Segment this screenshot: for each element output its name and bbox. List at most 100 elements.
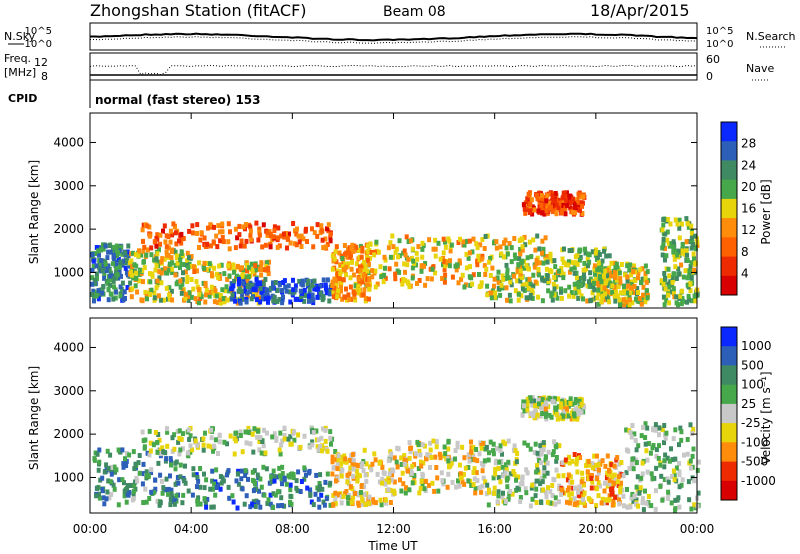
heatmap-cell <box>179 236 184 242</box>
heatmap-cell <box>448 463 453 469</box>
heatmap-cell <box>557 443 562 449</box>
heatmap-cell <box>265 260 270 266</box>
heatmap-cell <box>226 221 231 227</box>
heatmap-cell <box>350 259 354 265</box>
heatmap-cell <box>257 266 262 272</box>
x-tick-label: 12:00 <box>376 522 411 536</box>
heatmap-cell <box>634 484 639 490</box>
heatmap-cell <box>130 286 135 292</box>
heatmap-cell <box>534 486 539 492</box>
colorbar-tick-label: 500 <box>741 358 764 372</box>
heatmap-cell <box>691 242 696 247</box>
heatmap-cell <box>645 295 650 301</box>
heatmap-cell <box>462 284 467 290</box>
cpid-label: CPID <box>8 92 37 105</box>
heatmap-cell <box>203 299 208 305</box>
heatmap-cell <box>287 289 292 295</box>
heatmap-cell <box>563 262 568 268</box>
heatmap-cell <box>586 458 591 464</box>
heatmap-cell <box>593 250 598 256</box>
heatmap-cell <box>298 489 303 494</box>
heatmap-cell <box>257 229 262 235</box>
heatmap-cell <box>216 451 220 456</box>
heatmap-cell <box>318 283 323 289</box>
heatmap-cell <box>367 261 371 267</box>
heatmap-cell <box>143 486 148 492</box>
heatmap-cell <box>262 286 267 292</box>
heatmap-cell <box>102 469 107 475</box>
heatmap-cell <box>603 297 608 303</box>
heatmap-cell <box>577 398 582 404</box>
heatmap-cell <box>219 262 224 268</box>
heatmap-cell <box>283 284 288 290</box>
heatmap-cell <box>297 239 302 245</box>
heatmap-cell <box>196 478 201 484</box>
heatmap-cell <box>180 500 185 506</box>
heatmap-cell <box>252 271 257 277</box>
heatmap-cell <box>188 433 193 439</box>
heatmap-cell <box>571 416 576 422</box>
heatmap-cell <box>613 494 618 500</box>
heatmap-cell <box>542 473 547 479</box>
heatmap-cell <box>686 239 691 244</box>
heatmap-cell <box>478 440 483 446</box>
heatmap-cell <box>611 498 616 504</box>
heatmap-cell <box>645 469 650 475</box>
heatmap-cell <box>553 264 558 270</box>
heatmap-cell <box>633 438 638 443</box>
heatmap-cell <box>663 452 668 458</box>
heatmap-cell <box>619 480 623 486</box>
heatmap-cell <box>522 403 526 409</box>
heatmap-cell <box>671 244 676 250</box>
heatmap-cell <box>355 474 360 480</box>
heatmap-cell <box>503 470 508 476</box>
heatmap-cell <box>646 494 651 499</box>
heatmap-cell <box>250 431 255 437</box>
heatmap-cell <box>222 439 227 445</box>
heatmap-cell <box>656 456 661 461</box>
heatmap-cell <box>580 489 585 495</box>
heatmap-cell <box>126 243 131 249</box>
heatmap-cell <box>644 288 649 294</box>
heatmap-cell <box>243 429 248 435</box>
heatmap-cell <box>226 484 231 490</box>
heatmap-cell <box>524 490 529 496</box>
heatmap-cell <box>534 193 539 199</box>
heatmap-cell <box>186 265 191 271</box>
heatmap-cell <box>383 275 388 281</box>
heatmap-cell <box>538 481 543 487</box>
heatmap-cell <box>111 296 116 302</box>
heatmap-cell <box>217 439 222 445</box>
heatmap-cell <box>472 457 477 463</box>
heatmap-cell <box>144 499 149 505</box>
heatmap-cell <box>685 221 690 227</box>
heatmap-cell <box>179 240 184 246</box>
heatmap-cell <box>346 500 351 506</box>
heatmap-cell <box>238 429 243 435</box>
heatmap-cell <box>415 281 419 286</box>
heatmap-cell <box>140 227 145 233</box>
heatmap-cell <box>254 277 259 283</box>
heatmap-cell <box>275 244 280 250</box>
heatmap-cell <box>550 290 555 296</box>
heatmap-cell <box>637 490 642 496</box>
heatmap-cell <box>403 252 408 258</box>
heatmap-cell <box>179 290 184 296</box>
heatmap-cell <box>168 497 173 502</box>
heatmap-cell <box>453 448 458 453</box>
y-tick-label: 3000 <box>53 179 84 193</box>
heatmap-cell <box>580 203 584 209</box>
heatmap-cell <box>490 265 495 271</box>
heatmap-cell <box>185 250 190 256</box>
heatmap-cell <box>177 435 182 441</box>
heatmap-cell <box>522 408 527 414</box>
heatmap-cell <box>443 239 447 245</box>
heatmap-cell <box>157 269 162 275</box>
heatmap-cell <box>221 239 226 245</box>
heatmap-cell <box>643 488 647 494</box>
heatmap-cell <box>554 455 559 460</box>
heatmap-cell <box>212 443 216 449</box>
heatmap-cell <box>496 285 501 291</box>
heatmap-cell <box>423 282 428 288</box>
